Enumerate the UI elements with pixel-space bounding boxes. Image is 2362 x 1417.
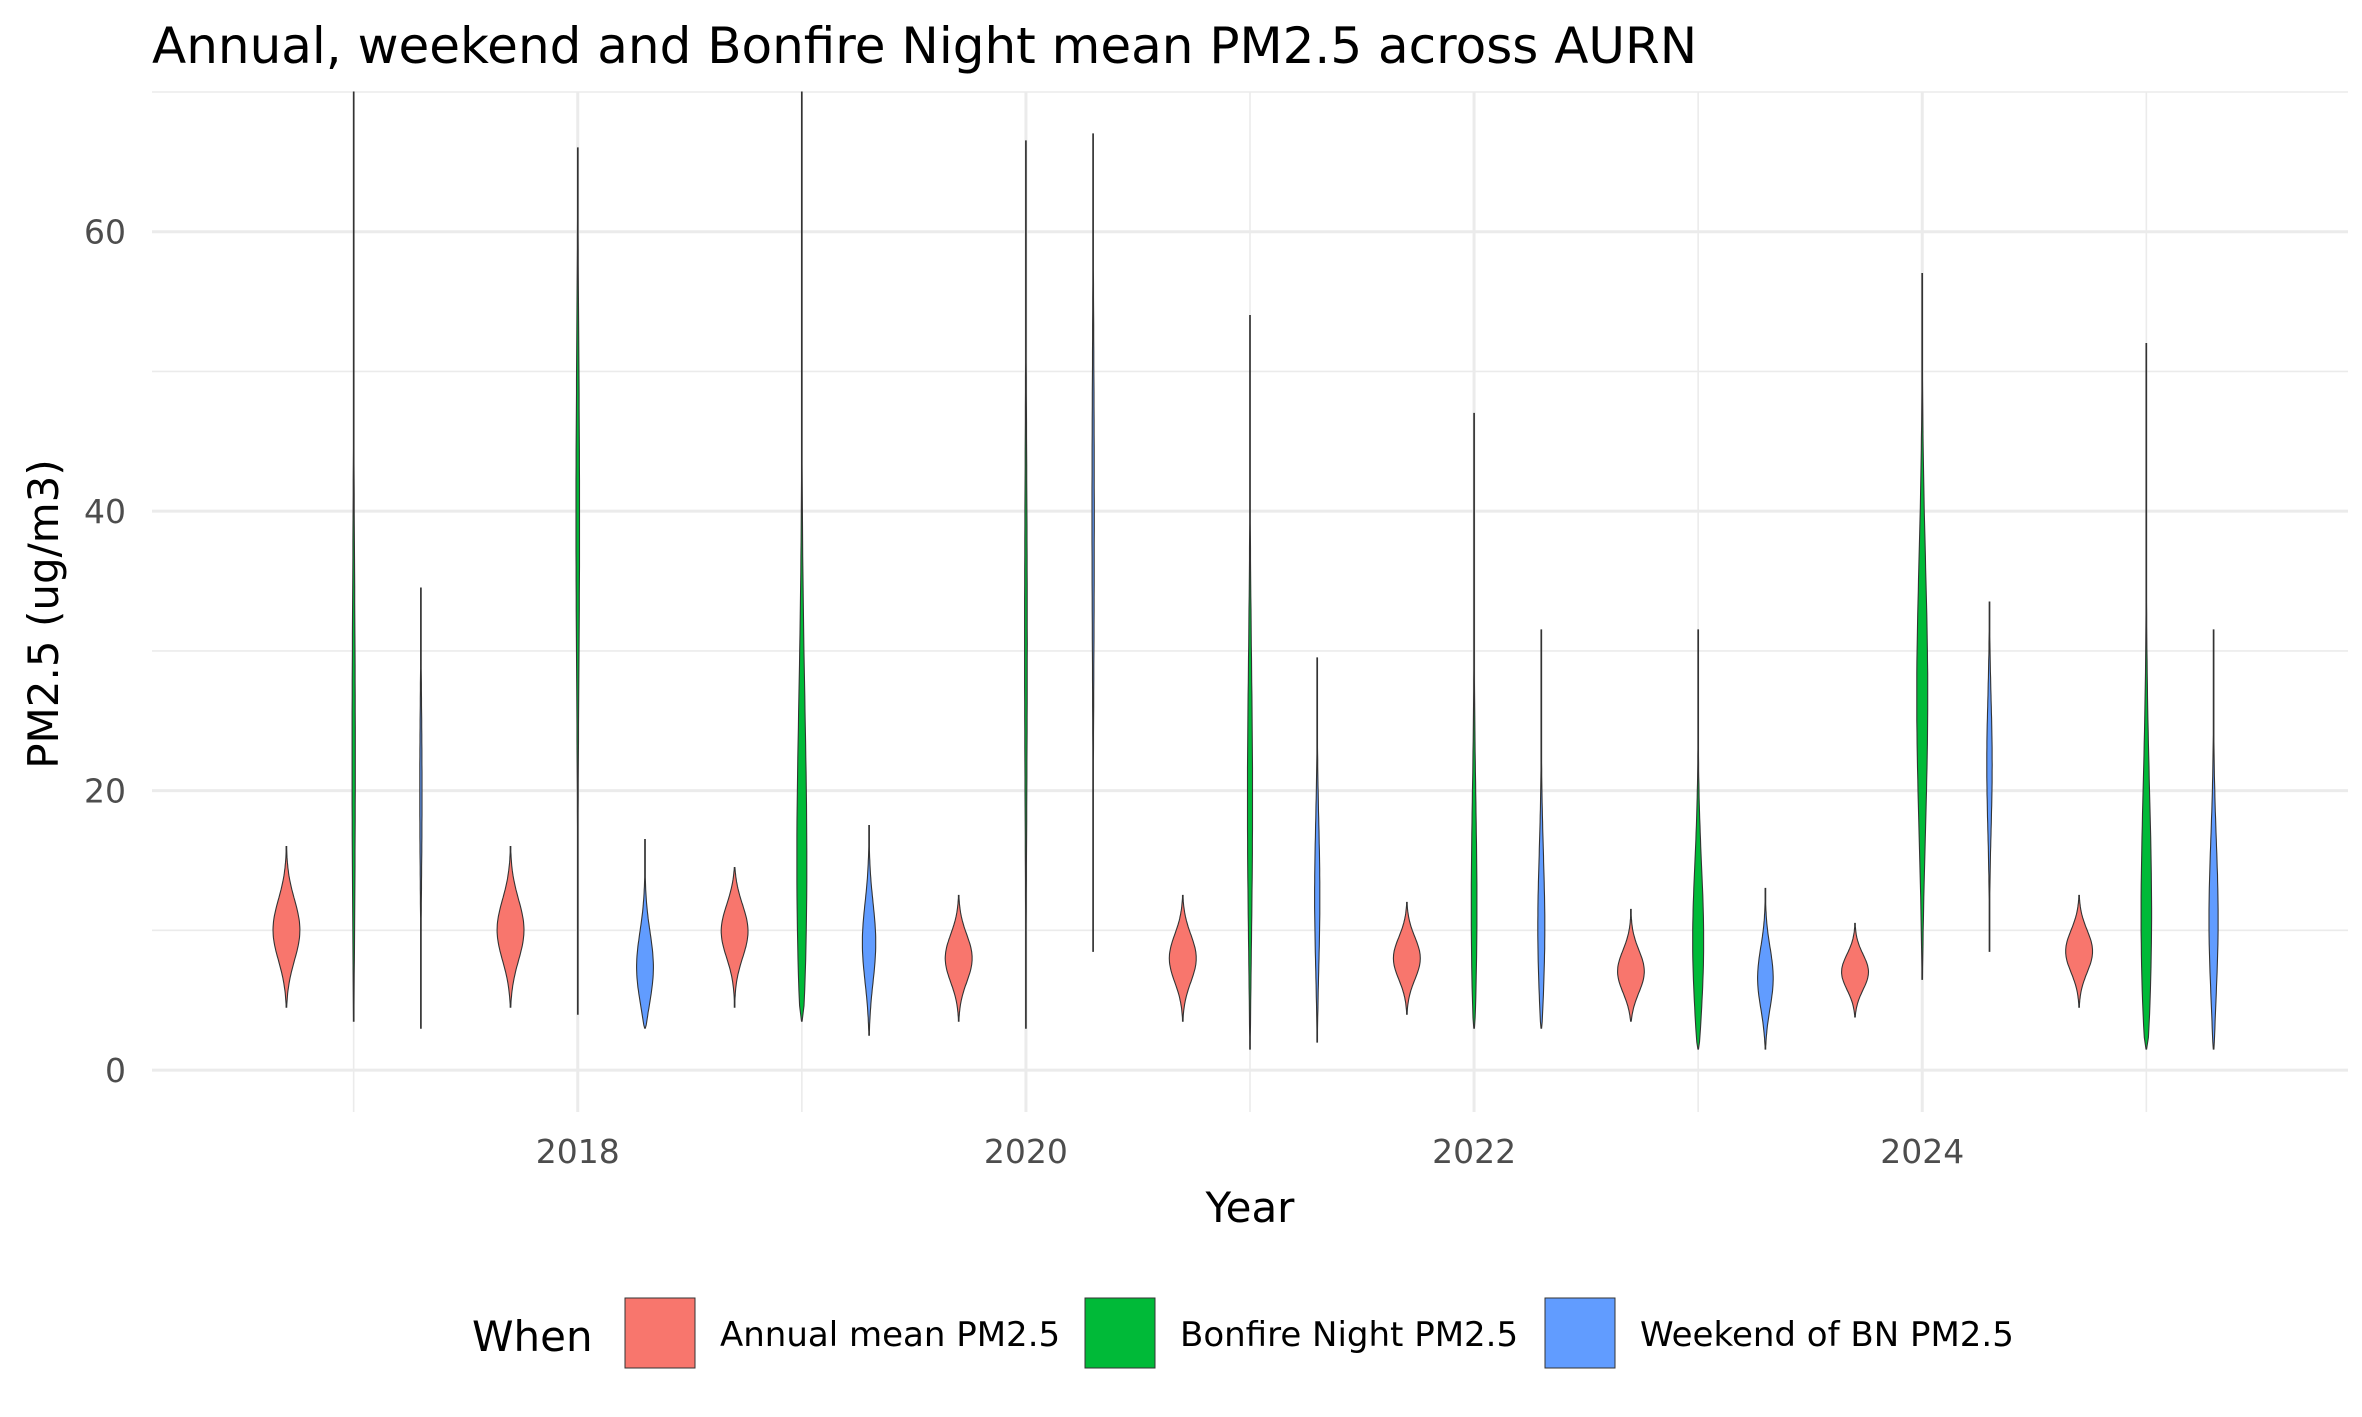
y-tick-label: 20 <box>84 772 126 811</box>
x-tick-label: 2020 <box>984 1132 1068 1171</box>
y-tick-label: 40 <box>84 492 126 531</box>
legend-title: When <box>472 1312 593 1361</box>
violin-bonfire-night-pm2-5-2024 <box>1916 273 1929 980</box>
violin-weekend-of-bn-pm2-5-2017 <box>419 587 423 1029</box>
legend-entries: Annual mean PM2.5 Bonfire Night PM2.5 Week… <box>624 1297 2014 1369</box>
x-tick-label: 2024 <box>1880 1132 1964 1171</box>
chart-title: Annual, weekend and Bonfire Night mean P… <box>152 17 1697 75</box>
violin-annual-mean-pm2-5-2017 <box>272 845 301 1008</box>
legend-label: Bonfire Night PM2.5 <box>1180 1315 1518 1355</box>
legend-key <box>1084 1297 1156 1369</box>
violin-annual-mean-pm2-5-2020 <box>944 894 973 1022</box>
legend-key <box>624 1297 696 1369</box>
violin-bonfire-night-pm2-5-2017 <box>351 91 356 1022</box>
legend: When Annual mean PM2.5 Bonfire Night PM2.… <box>472 1297 2014 1369</box>
violin-annual-mean-pm2-5-2018 <box>496 845 525 1008</box>
violin-weekend-of-bn-pm2-5-2019 <box>861 825 877 1036</box>
x-tick-label: 2018 <box>536 1132 620 1171</box>
violin-annual-mean-pm2-5-2019 <box>720 866 749 1008</box>
violin-bonfire-night-pm2-5-2018 <box>575 147 581 1015</box>
violin-weekend-of-bn-pm2-5-2024 <box>1986 601 1993 952</box>
violin-annual-mean-pm2-5-2022 <box>1392 901 1421 1015</box>
y-axis-title: PM2.5 (ug/m3) <box>19 459 68 769</box>
violin-bonfire-night-pm2-5-2022 <box>1470 412 1478 1029</box>
violin-weekend-of-bn-pm2-5-2018 <box>636 838 654 1029</box>
violin-annual-mean-pm2-5-2025 <box>2065 894 2094 1008</box>
violin-weekend-of-bn-pm2-5-2020 <box>1091 133 1095 952</box>
violin-bonfire-night-pm2-5-2023 <box>1692 629 1705 1050</box>
violin-annual-mean-pm2-5-2021 <box>1168 894 1197 1022</box>
violin-weekend-of-bn-pm2-5-2021 <box>1314 657 1321 1043</box>
legend-label: Weekend of BN PM2.5 <box>1640 1315 2014 1355</box>
x-axis-ticks: 2018 2020 2022 2024 <box>536 1132 1964 1171</box>
violin-annual-mean-pm2-5-2024 <box>1841 922 1870 1018</box>
legend-label: Annual mean PM2.5 <box>720 1315 1060 1355</box>
x-tick-label: 2022 <box>1432 1132 1516 1171</box>
y-axis-ticks: 0 20 40 60 <box>84 213 126 1090</box>
y-tick-label: 0 <box>105 1051 126 1090</box>
y-tick-label: 60 <box>84 213 126 252</box>
violin-bonfire-night-pm2-5-2020 <box>1024 140 1028 1029</box>
violin-weekend-of-bn-pm2-5-2023 <box>1757 887 1774 1050</box>
violin-weekend-of-bn-pm2-5-2025 <box>2208 629 2219 1050</box>
violin-bonfire-night-pm2-5-2025 <box>2140 342 2153 1050</box>
legend-key <box>1544 1297 1616 1369</box>
violin-annual-mean-pm2-5-2023 <box>1617 908 1645 1022</box>
x-axis-title: Year <box>1205 1183 1296 1232</box>
violin-weekend-of-bn-pm2-5-2022 <box>1537 629 1546 1029</box>
violin-bonfire-night-pm2-5-2019 <box>796 91 808 1022</box>
violin-layer <box>272 91 2219 1050</box>
violin-bonfire-night-pm2-5-2021 <box>1246 315 1254 1050</box>
